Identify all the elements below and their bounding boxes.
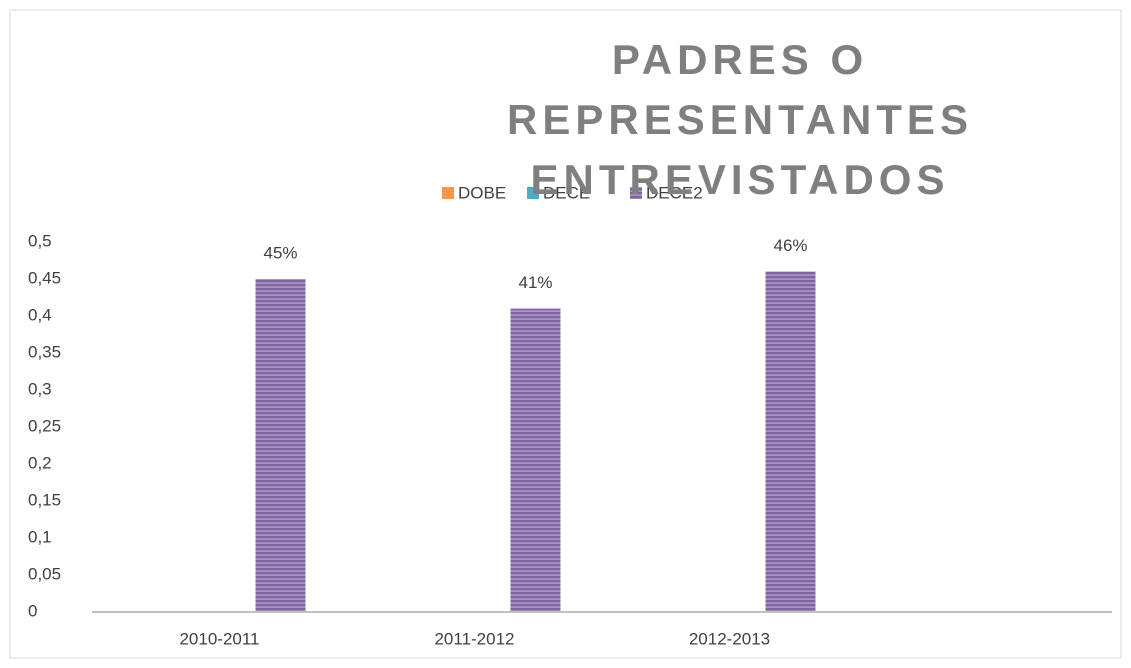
y-tick-label: 0 bbox=[28, 601, 37, 620]
y-tick-label: 0,45 bbox=[28, 268, 61, 287]
legend-swatch bbox=[527, 187, 539, 199]
y-tick-label: 0,2 bbox=[28, 453, 52, 472]
chart-border bbox=[9, 9, 1122, 659]
x-tick-label: 2010-2011 bbox=[179, 629, 259, 648]
y-tick-label: 0,15 bbox=[28, 490, 61, 509]
bar bbox=[765, 271, 816, 612]
legend-swatch bbox=[630, 187, 642, 199]
bar bbox=[510, 308, 561, 612]
chart-title: PADRES O REPRESENTANTES ENTREVISTADOS bbox=[507, 36, 973, 203]
data-label: 46% bbox=[773, 236, 807, 255]
legend-label: DECE bbox=[543, 183, 590, 202]
y-tick-label: 0,1 bbox=[28, 527, 52, 546]
legend-swatch bbox=[442, 187, 454, 199]
x-tick-label: 2012-2013 bbox=[689, 629, 770, 648]
y-tick-label: 0,25 bbox=[28, 416, 61, 435]
data-label: 45% bbox=[263, 243, 297, 262]
legend-label: DECE2 bbox=[646, 183, 703, 202]
y-tick-label: 0,4 bbox=[28, 305, 52, 324]
data-label: 41% bbox=[518, 273, 552, 292]
y-tick-label: 0,35 bbox=[28, 342, 61, 361]
legend-label: DOBE bbox=[458, 183, 506, 202]
x-tick-label: 2011-2012 bbox=[434, 629, 514, 648]
y-tick-label: 0,5 bbox=[28, 231, 52, 250]
y-tick-label: 0,05 bbox=[28, 564, 61, 583]
bar bbox=[255, 279, 306, 612]
y-tick-label: 0,3 bbox=[28, 379, 52, 398]
